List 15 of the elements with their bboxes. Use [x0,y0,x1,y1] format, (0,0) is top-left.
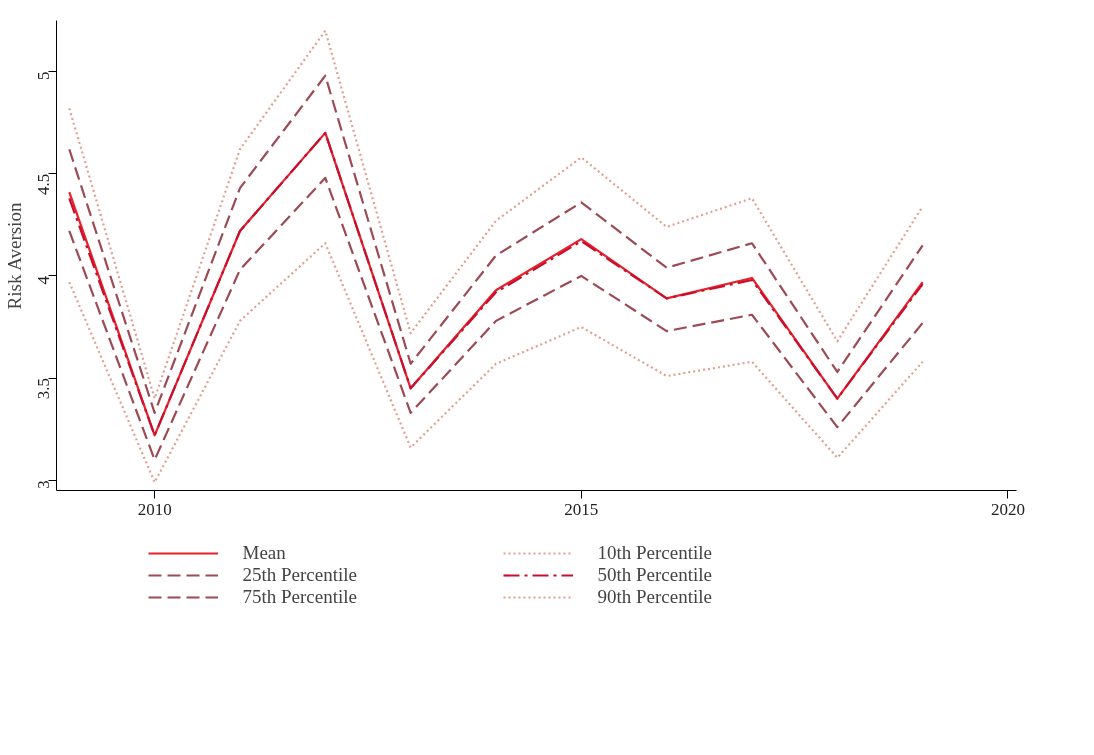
y-axis-title: Risk Aversion [3,202,25,310]
x-tick-label: 2010 [137,499,172,519]
legend-label: 25th Percentile [242,563,358,586]
legend-label: 75th Percentile [242,585,358,608]
x-tick-label: 2020 [990,499,1025,519]
y-tick-label: 5 [34,71,53,81]
legend-label: 50th Percentile [597,563,713,586]
y-tick-label: 3.5 [34,378,53,400]
legend-label: 10th Percentile [597,541,713,564]
y-tick-label: 4.5 [34,173,53,196]
legend-label: 90th Percentile [597,585,713,608]
y-tick-label: 4 [34,275,53,285]
x-tick-label: 2015 [564,499,599,519]
legend-label: Mean [242,541,287,564]
y-tick-label: 3 [34,480,53,489]
